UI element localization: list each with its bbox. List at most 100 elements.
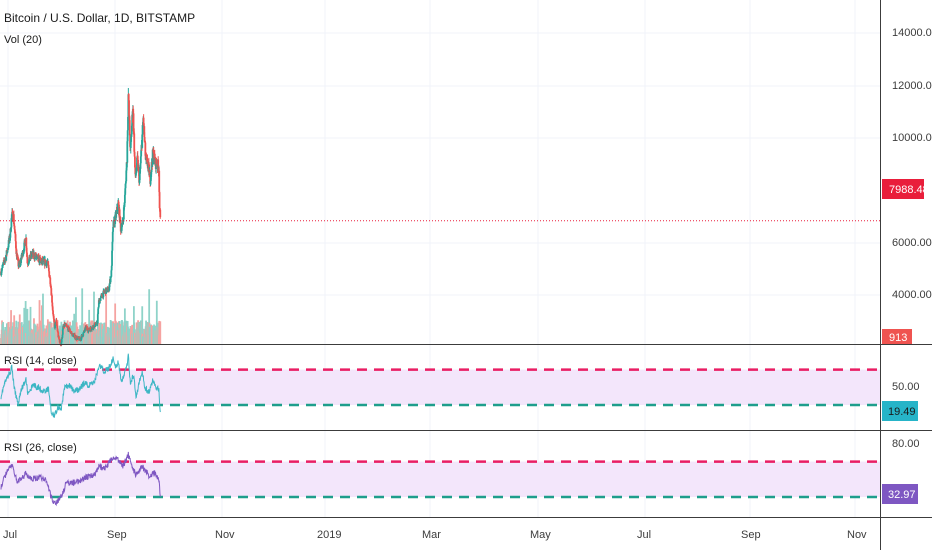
candle-body: [81, 335, 84, 337]
candle-body: [141, 125, 144, 135]
candle-body: [133, 133, 136, 152]
candle-body: [134, 167, 137, 175]
volume-bar: [24, 301, 27, 344]
candle-body: [88, 328, 91, 331]
candle-body: [56, 325, 59, 329]
candle-body: [52, 310, 54, 315]
candle-body: [39, 257, 42, 259]
candle-body: [26, 252, 28, 258]
rsi26-band-fill: [0, 461, 880, 497]
candle-body: [118, 209, 121, 223]
candle-body: [97, 300, 100, 307]
candle-body: [57, 332, 60, 337]
candle-body: [138, 172, 141, 181]
candle-body: [129, 135, 131, 147]
volume-bar: [10, 310, 12, 344]
candle-body: [94, 324, 97, 326]
candle-body: [143, 137, 146, 141]
volume-bar: [141, 306, 144, 344]
price-tick-label: 4000.00: [892, 289, 932, 301]
volume-bar: [148, 289, 151, 344]
price-tick-label: 6000.00: [892, 237, 932, 249]
candle-body: [91, 326, 94, 329]
candle-body: [111, 241, 114, 251]
candle-body: [18, 262, 20, 267]
candle-body: [125, 181, 127, 184]
rsi26-band-lines: [0, 460, 880, 499]
candle-body: [51, 295, 53, 303]
volume-bar: [155, 300, 158, 344]
rsi26-line: [0, 451, 161, 507]
candle-body: [111, 231, 114, 242]
candle-body: [47, 267, 50, 272]
candle-body: [111, 250, 113, 266]
candle-body: [125, 162, 128, 171]
candle-body: [24, 240, 26, 243]
candle-body: [102, 290, 105, 298]
rsi14-line: [0, 353, 161, 418]
candle-body: [116, 209, 119, 211]
candle-body: [128, 100, 130, 116]
candle-body: [23, 242, 26, 251]
candle-body: [114, 214, 117, 225]
candle-body: [1, 268, 3, 271]
candle-body: [121, 222, 124, 227]
candle-body: [14, 234, 17, 242]
candle-body: [117, 201, 120, 205]
candle-body: [47, 264, 50, 268]
volume-bar: [18, 314, 21, 344]
candle-body: [61, 329, 64, 335]
time-axis[interactable]: Jul Sep Nov 2019 Mar May Jul Sep Nov: [3, 529, 867, 541]
candle-body: [110, 276, 112, 278]
candle-body: [132, 113, 135, 132]
time-tick-label: Jul: [637, 529, 651, 541]
volume-bars: [0, 288, 162, 344]
rsi26-legend[interactable]: RSI (26, close): [4, 442, 77, 454]
candle-body: [26, 257, 29, 264]
candle-body: [80, 335, 83, 340]
candle-body: [89, 327, 92, 329]
price-tick-label: 14000.00: [892, 27, 932, 39]
volume-bar: [159, 321, 162, 344]
time-tick-label: Nov: [215, 529, 235, 541]
time-tick-label: Jul: [3, 529, 17, 541]
volume-legend[interactable]: Vol (20): [4, 34, 42, 46]
time-tick-label: 2019: [317, 529, 341, 541]
candle-body: [25, 247, 28, 253]
candle-body: [52, 315, 55, 319]
chart-title[interactable]: Bitcoin / U.S. Dollar, 1D, BITSTAMP: [4, 11, 195, 25]
volume-bar: [41, 305, 43, 344]
svg-text:913: 913: [889, 332, 907, 344]
candle-body: [135, 173, 137, 176]
candle-body: [68, 327, 70, 331]
candle-body: [120, 226, 123, 231]
candle-body: [13, 223, 16, 227]
candle-body: [9, 228, 12, 238]
candle-body: [150, 162, 153, 173]
candle-body: [139, 163, 142, 169]
candle-body: [126, 130, 129, 142]
candle-body: [97, 308, 100, 315]
price-candles[interactable]: [0, 87, 162, 347]
volume-bar: [44, 328, 46, 344]
candle-body: [129, 141, 132, 148]
candle-body: [82, 332, 85, 336]
candle-body: [1, 265, 4, 269]
candle-body: [76, 337, 79, 340]
candle-body: [158, 170, 161, 193]
candle-body: [106, 291, 109, 293]
last-price-badge: 7988.48: [882, 179, 929, 199]
last-volume-badge: 913: [882, 329, 912, 344]
candle-body: [53, 318, 55, 322]
candle-body: [51, 302, 54, 307]
volume-bar: [29, 306, 32, 344]
rsi14-legend[interactable]: RSI (14, close): [4, 355, 77, 367]
rsi26-tick-label: 80.00: [892, 438, 920, 450]
candle-body: [143, 126, 146, 138]
candle-body: [54, 323, 57, 328]
price-axis[interactable]: 14000.00 12000.00 10000.00 6000.00 4000.…: [892, 27, 932, 450]
candle-body: [126, 141, 129, 163]
